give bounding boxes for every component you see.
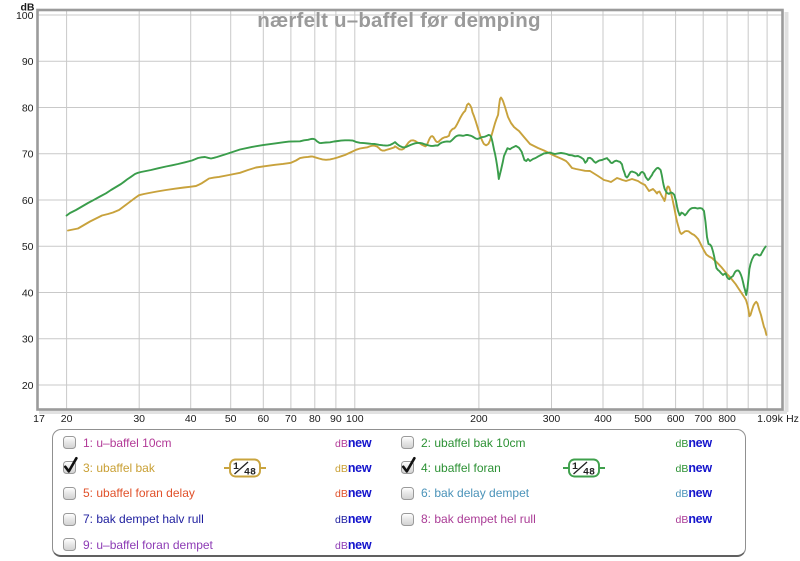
- svg-text:700: 700: [694, 413, 712, 425]
- svg-text:nærfelt u–baffel før demping: nærfelt u–baffel før demping: [257, 9, 541, 32]
- svg-text:dB: dB: [21, 2, 35, 14]
- svg-text:17: 17: [33, 413, 45, 425]
- svg-text:30: 30: [133, 413, 145, 425]
- svg-text:20: 20: [61, 413, 73, 425]
- svg-text:Hz: Hz: [786, 413, 799, 425]
- svg-text:20: 20: [22, 380, 34, 392]
- svg-text:50: 50: [22, 241, 34, 253]
- svg-text:100: 100: [16, 10, 34, 22]
- svg-text:600: 600: [667, 413, 685, 425]
- svg-text:90: 90: [22, 56, 34, 68]
- svg-text:90: 90: [330, 413, 342, 425]
- svg-text:40: 40: [22, 287, 34, 299]
- svg-text:80: 80: [22, 102, 34, 114]
- svg-text:48: 48: [244, 468, 256, 479]
- svg-text:100: 100: [346, 413, 364, 425]
- svg-text:70: 70: [285, 413, 297, 425]
- svg-text:400: 400: [594, 413, 612, 425]
- svg-text:30: 30: [22, 334, 34, 346]
- svg-text:1: 1: [572, 462, 578, 473]
- svg-text:1.09k: 1.09k: [757, 413, 783, 425]
- svg-text:70: 70: [22, 149, 34, 161]
- svg-text:40: 40: [185, 413, 197, 425]
- svg-text:1: 1: [233, 462, 239, 473]
- svg-text:48: 48: [583, 468, 595, 479]
- svg-text:200: 200: [470, 413, 488, 425]
- svg-text:800: 800: [718, 413, 736, 425]
- svg-text:60: 60: [22, 195, 34, 207]
- svg-text:60: 60: [257, 413, 269, 425]
- svg-text:300: 300: [543, 413, 561, 425]
- svg-text:50: 50: [225, 413, 237, 425]
- svg-text:80: 80: [309, 413, 321, 425]
- svg-text:500: 500: [634, 413, 652, 425]
